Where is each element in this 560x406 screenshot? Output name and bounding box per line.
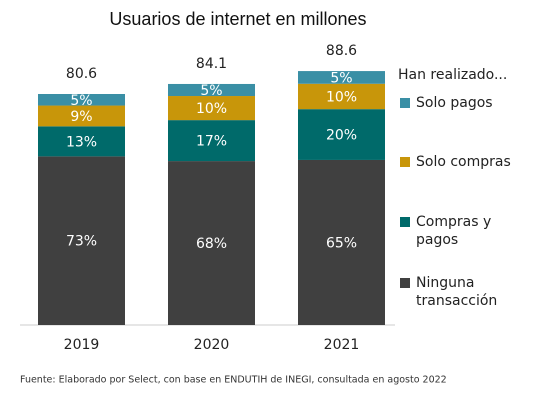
bar-segment bbox=[298, 71, 385, 84]
legend-item: Ninguna transacción bbox=[400, 274, 518, 310]
bar-segment bbox=[168, 161, 255, 325]
bar-segment bbox=[168, 96, 255, 121]
value-label: 5% bbox=[200, 83, 222, 99]
x-tick-label: 2020 bbox=[194, 337, 230, 353]
legend-swatch bbox=[400, 278, 410, 288]
legend-swatch bbox=[400, 98, 410, 108]
legend-label: Compras y pagos bbox=[416, 214, 492, 248]
bar-segment bbox=[298, 159, 385, 325]
source-note: Fuente: Elaborado por Select, con base e… bbox=[20, 375, 447, 386]
value-label: 17% bbox=[196, 134, 227, 150]
bar-segment bbox=[38, 105, 125, 127]
bar-segment bbox=[168, 83, 255, 97]
total-label: 88.6 bbox=[326, 43, 357, 59]
bar-segment bbox=[168, 120, 255, 162]
chart-title: Usuarios de internet en millones bbox=[109, 9, 366, 29]
value-label: 13% bbox=[66, 134, 97, 150]
legend-item: Compras y pagos bbox=[400, 213, 518, 249]
value-label: 5% bbox=[330, 70, 352, 86]
legend-label: Solo compras bbox=[416, 154, 511, 170]
legend-title: Han realizado... bbox=[398, 67, 507, 83]
value-label: 73% bbox=[66, 234, 97, 250]
value-label: 65% bbox=[326, 235, 357, 251]
value-label: 68% bbox=[196, 236, 227, 252]
value-label: 20% bbox=[326, 128, 357, 144]
x-tick-label: 2019 bbox=[64, 337, 100, 353]
legend-item: Solo compras bbox=[400, 153, 518, 171]
bar-segment bbox=[298, 109, 385, 160]
value-label: 10% bbox=[196, 101, 227, 117]
bar-segment bbox=[38, 156, 125, 325]
legend-label: Solo pagos bbox=[416, 95, 493, 111]
legend-item: Solo pagos bbox=[400, 94, 518, 112]
bar-segment bbox=[298, 83, 385, 110]
value-label: 5% bbox=[70, 93, 92, 109]
x-tick-label: 2021 bbox=[324, 337, 360, 353]
bar-segment bbox=[38, 126, 125, 157]
value-label: 9% bbox=[70, 109, 92, 125]
legend-swatch bbox=[400, 217, 410, 227]
legend-swatch bbox=[400, 157, 410, 167]
total-label: 80.6 bbox=[66, 66, 97, 82]
value-label: 10% bbox=[326, 89, 357, 105]
legend-label: Ninguna transacción bbox=[416, 275, 498, 309]
bar-segment bbox=[38, 94, 125, 106]
total-label: 84.1 bbox=[196, 56, 227, 72]
